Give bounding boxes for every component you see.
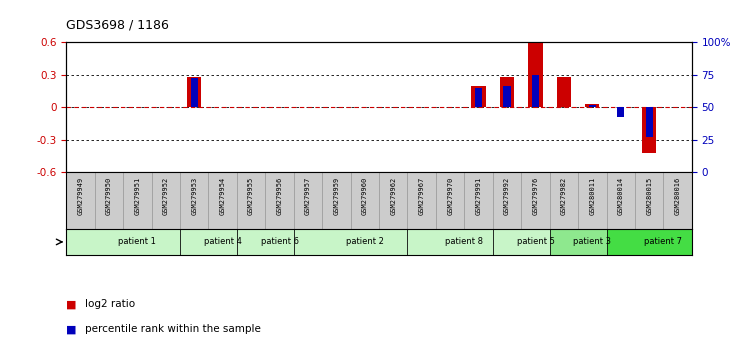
Text: GSM279991: GSM279991: [475, 177, 481, 215]
Bar: [493, 229, 550, 255]
Bar: [645, 107, 653, 137]
Text: patient 8: patient 8: [445, 238, 484, 246]
Bar: [475, 88, 482, 107]
Text: GSM280011: GSM280011: [590, 177, 595, 215]
Bar: [180, 172, 208, 229]
Text: GSM279953: GSM279953: [191, 177, 197, 215]
Text: GSM279955: GSM279955: [248, 177, 254, 215]
Bar: [187, 77, 202, 107]
Text: GSM279951: GSM279951: [135, 177, 141, 215]
Bar: [208, 172, 237, 229]
Bar: [503, 86, 511, 107]
Bar: [66, 229, 180, 255]
Text: GSM279967: GSM279967: [419, 177, 425, 215]
Bar: [528, 42, 542, 107]
Bar: [550, 172, 578, 229]
Bar: [237, 229, 294, 255]
Text: GSM279970: GSM279970: [447, 177, 453, 215]
Bar: [556, 77, 571, 107]
Bar: [123, 172, 152, 229]
Text: GSM279949: GSM279949: [77, 177, 83, 215]
Text: ■: ■: [66, 299, 77, 309]
Text: patient 1: patient 1: [118, 238, 156, 246]
Bar: [350, 172, 379, 229]
Bar: [500, 77, 514, 107]
Bar: [606, 229, 692, 255]
Text: GSM279959: GSM279959: [333, 177, 339, 215]
Bar: [180, 229, 237, 255]
Text: GSM279952: GSM279952: [163, 177, 169, 215]
Text: GSM279982: GSM279982: [561, 177, 567, 215]
Text: patient 6: patient 6: [261, 238, 299, 246]
Text: GSM280016: GSM280016: [675, 177, 681, 215]
Bar: [618, 107, 624, 117]
Text: patient 7: patient 7: [645, 238, 682, 246]
Bar: [493, 172, 521, 229]
Text: GSM280014: GSM280014: [618, 177, 623, 215]
Bar: [265, 172, 294, 229]
Bar: [66, 172, 95, 229]
Text: GSM279960: GSM279960: [362, 177, 368, 215]
Bar: [237, 172, 265, 229]
Text: GSM279954: GSM279954: [219, 177, 226, 215]
Bar: [521, 172, 550, 229]
Bar: [642, 107, 657, 153]
Text: GSM279956: GSM279956: [277, 177, 283, 215]
Bar: [464, 172, 493, 229]
Bar: [152, 172, 180, 229]
Bar: [550, 229, 606, 255]
Bar: [294, 172, 322, 229]
Text: GDS3698 / 1186: GDS3698 / 1186: [66, 19, 169, 32]
Bar: [95, 172, 123, 229]
Bar: [294, 229, 408, 255]
Bar: [436, 172, 464, 229]
Text: patient 4: patient 4: [204, 238, 241, 246]
Bar: [585, 104, 599, 107]
Text: GSM279962: GSM279962: [390, 177, 396, 215]
Text: GSM279950: GSM279950: [106, 177, 112, 215]
Text: patient 3: patient 3: [573, 238, 612, 246]
Text: ■: ■: [66, 324, 77, 334]
Bar: [589, 105, 596, 107]
Text: GSM279992: GSM279992: [504, 177, 510, 215]
Text: patient 2: patient 2: [346, 238, 383, 246]
Bar: [322, 172, 350, 229]
Text: percentile rank within the sample: percentile rank within the sample: [85, 324, 261, 334]
Bar: [532, 75, 539, 107]
Text: GSM279976: GSM279976: [532, 177, 539, 215]
Text: patient 5: patient 5: [517, 238, 554, 246]
Bar: [408, 172, 436, 229]
Bar: [635, 172, 663, 229]
Bar: [379, 172, 408, 229]
Bar: [191, 78, 198, 107]
Text: GSM279957: GSM279957: [305, 177, 311, 215]
Text: log2 ratio: log2 ratio: [85, 299, 135, 309]
Bar: [472, 86, 486, 107]
Bar: [663, 172, 692, 229]
Bar: [606, 172, 635, 229]
Bar: [578, 172, 606, 229]
Bar: [408, 229, 493, 255]
Text: GSM280015: GSM280015: [646, 177, 652, 215]
